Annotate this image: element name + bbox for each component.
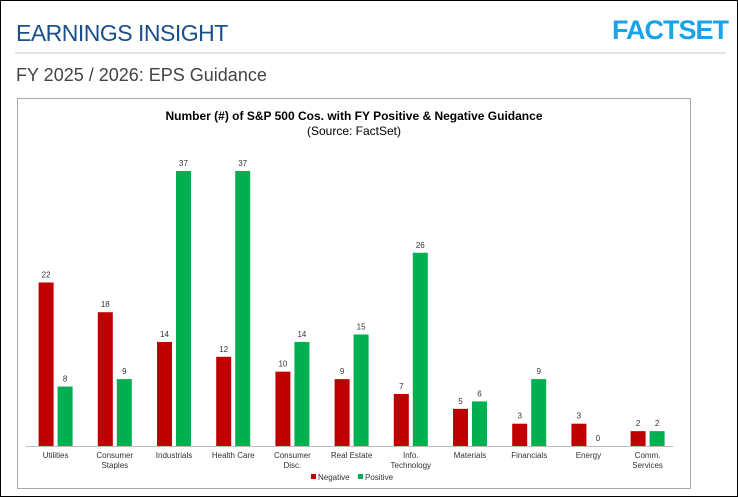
chart-source: (Source: FactSet) [306, 124, 402, 138]
data-label: 12 [219, 345, 228, 354]
data-label: 8 [63, 375, 68, 384]
data-label: 10 [278, 360, 287, 369]
x-tick-label: Staples [101, 461, 128, 470]
data-label: 2 [655, 419, 660, 428]
data-label: 9 [536, 367, 541, 376]
x-tick-label: Materials [454, 451, 486, 460]
x-tick-label: Info. [403, 451, 419, 460]
data-label: 15 [357, 323, 366, 332]
data-label: 3 [577, 412, 582, 421]
legend-label: Negative [318, 473, 350, 482]
bar-positive [412, 252, 428, 446]
data-label: 5 [458, 397, 463, 406]
data-label: 37 [238, 159, 247, 168]
data-label: 37 [179, 159, 188, 168]
bar-chart: 228Utilities189ConsumerStaples1437Indust… [26, 159, 674, 482]
page-title: EARNINGS INSIGHT [16, 20, 228, 46]
legend-label: Positive [365, 473, 394, 482]
bar-positive [294, 341, 310, 446]
data-label: 3 [517, 412, 522, 421]
data-label: 26 [416, 241, 425, 250]
data-label: 0 [596, 434, 601, 443]
bar-positive [531, 379, 547, 446]
bar-negative [630, 431, 646, 446]
bar-negative [216, 356, 232, 446]
x-tick-label: Consumer [96, 451, 133, 460]
x-tick-label: Services [632, 461, 663, 470]
x-tick-label: Technology [391, 461, 431, 470]
bar-positive [649, 431, 665, 446]
bar-positive [57, 386, 73, 446]
bar-positive [472, 401, 487, 446]
bar-positive [116, 379, 132, 446]
bar-negative [157, 341, 172, 446]
bar-negative [453, 408, 468, 446]
x-tick-label: Financials [511, 451, 547, 460]
divider [15, 52, 726, 54]
data-label: 14 [297, 330, 306, 339]
bar-negative [275, 371, 291, 446]
legend-swatch [358, 474, 363, 479]
bar-negative [38, 282, 54, 446]
data-label: 7 [399, 382, 404, 391]
factset-logo: FACTSET [611, 15, 729, 45]
data-label: 14 [160, 330, 169, 339]
x-tick-label: Health Care [212, 451, 255, 460]
data-label: 9 [122, 367, 127, 376]
bar-negative [393, 393, 409, 446]
x-tick-label: Consumer [274, 451, 311, 460]
bar-negative [334, 379, 350, 446]
x-tick-label: Utilities [43, 451, 69, 460]
data-label: 18 [101, 300, 110, 309]
bar-positive [353, 334, 369, 446]
bar-negative [571, 423, 587, 446]
bar-negative [512, 423, 528, 446]
bar-negative [97, 312, 113, 446]
chart-title: Number (#) of S&P 500 Cos. with FY Posit… [165, 109, 543, 123]
chart-container: Number (#) of S&P 500 Cos. with FY Posit… [17, 98, 691, 489]
legend-swatch [311, 474, 316, 479]
bar-positive [235, 171, 251, 446]
bar-positive [176, 171, 191, 446]
x-tick-label: Energy [576, 451, 601, 460]
slide-subtitle: FY 2025 / 2026: EPS Guidance [16, 65, 267, 85]
x-tick-label: Comm. [635, 451, 661, 460]
data-label: 22 [42, 270, 51, 279]
x-tick-label: Industrials [156, 451, 192, 460]
x-tick-label: Disc. [284, 461, 302, 470]
x-tick-label: Real Estate [331, 451, 373, 460]
data-label: 9 [340, 367, 345, 376]
data-label: 6 [477, 389, 482, 398]
data-label: 2 [636, 419, 641, 428]
